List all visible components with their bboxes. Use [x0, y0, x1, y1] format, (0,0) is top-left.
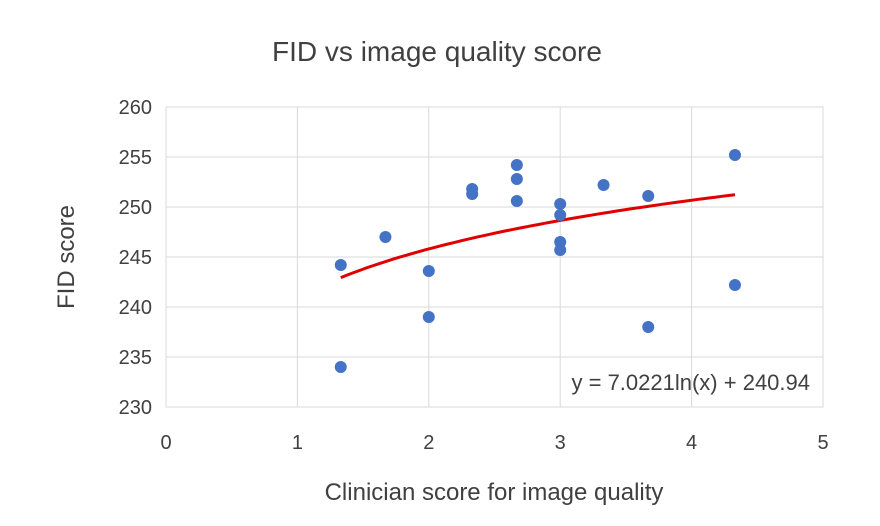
data-point: [422, 311, 435, 323]
y-tick-label: 255: [119, 147, 152, 169]
x-axis-title: Clinician score for image quality: [325, 479, 664, 506]
x-axis-ticks: 0 1 2 3 4 5: [160, 432, 828, 454]
trendline: [340, 193, 736, 279]
data-point: [642, 321, 655, 333]
data-point: [379, 231, 392, 243]
y-tick-label: 245: [119, 247, 152, 269]
data-point: [334, 259, 347, 271]
y-tick-label: 235: [119, 347, 152, 369]
y-tick-label: 230: [119, 397, 152, 419]
y-tick-label: 250: [119, 197, 152, 219]
plot-area: [165, 106, 824, 408]
data-point: [554, 198, 567, 210]
gridlines: [165, 106, 824, 408]
data-point: [642, 190, 655, 202]
x-tick-label: 5: [817, 432, 828, 454]
data-point: [728, 279, 741, 291]
x-tick-label: 2: [423, 432, 434, 454]
data-point: [422, 265, 435, 277]
data-point: [510, 159, 523, 171]
data-point: [334, 361, 347, 373]
trendline-equation: y = 7.0221ln(x) + 240.94: [572, 370, 811, 395]
y-axis-ticks: 230 235 240 245 250 255 260: [119, 97, 152, 419]
x-tick-label: 3: [555, 432, 566, 454]
data-point: [466, 188, 479, 200]
data-point: [510, 173, 523, 185]
x-tick-label: 1: [292, 432, 303, 454]
data-points: [334, 149, 741, 373]
data-point: [554, 209, 567, 221]
data-point: [554, 244, 567, 256]
chart-title: FID vs image quality score: [272, 36, 602, 67]
y-tick-label: 240: [119, 297, 152, 319]
data-point: [728, 149, 741, 161]
y-axis-title: FID score: [53, 205, 80, 309]
x-tick-label: 4: [686, 432, 697, 454]
y-tick-label: 260: [119, 97, 152, 119]
x-tick-label: 0: [160, 432, 171, 454]
data-point: [510, 195, 523, 207]
data-point: [597, 179, 610, 191]
